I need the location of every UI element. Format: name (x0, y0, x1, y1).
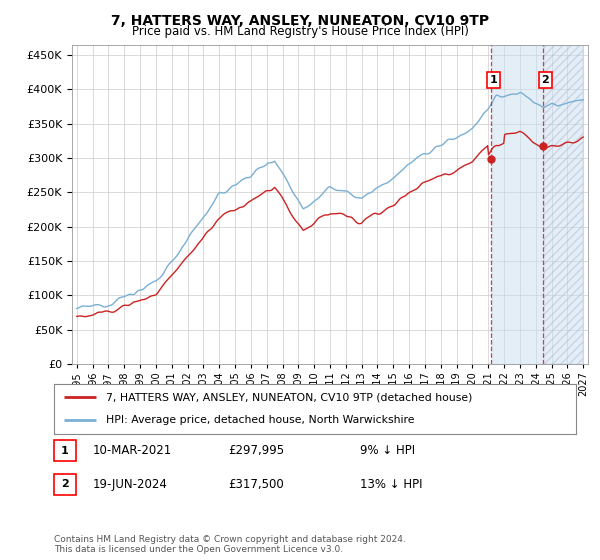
Text: 2: 2 (61, 479, 68, 489)
Text: 19-JUN-2024: 19-JUN-2024 (93, 478, 168, 491)
Text: 10-MAR-2021: 10-MAR-2021 (93, 444, 172, 458)
Text: 9% ↓ HPI: 9% ↓ HPI (360, 444, 415, 458)
Text: £297,995: £297,995 (228, 444, 284, 458)
Text: HPI: Average price, detached house, North Warwickshire: HPI: Average price, detached house, Nort… (106, 416, 415, 426)
Text: 2: 2 (542, 75, 549, 85)
Text: 7, HATTERS WAY, ANSLEY, NUNEATON, CV10 9TP (detached house): 7, HATTERS WAY, ANSLEY, NUNEATON, CV10 9… (106, 392, 473, 402)
Text: £317,500: £317,500 (228, 478, 284, 491)
Text: Contains HM Land Registry data © Crown copyright and database right 2024.
This d: Contains HM Land Registry data © Crown c… (54, 535, 406, 554)
Text: 1: 1 (490, 75, 497, 85)
Text: 13% ↓ HPI: 13% ↓ HPI (360, 478, 422, 491)
Text: 7, HATTERS WAY, ANSLEY, NUNEATON, CV10 9TP: 7, HATTERS WAY, ANSLEY, NUNEATON, CV10 9… (111, 14, 489, 28)
Text: 1: 1 (61, 446, 68, 456)
Text: Price paid vs. HM Land Registry's House Price Index (HPI): Price paid vs. HM Land Registry's House … (131, 25, 469, 38)
